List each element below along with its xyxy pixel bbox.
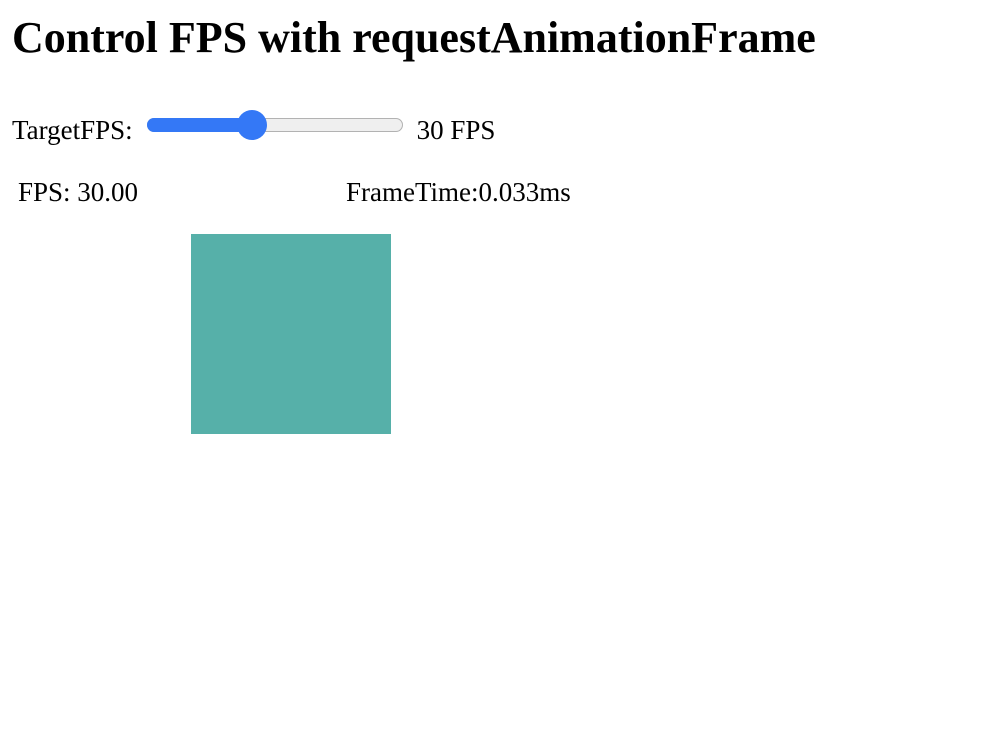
target-fps-value: 30 FPS: [416, 114, 496, 145]
slider-thumb[interactable]: [237, 110, 268, 140]
slider-fill: [146, 118, 253, 132]
target-fps-label: TargetFPS:: [12, 114, 133, 145]
target-fps-slider[interactable]: [146, 109, 403, 141]
page-title: Control FPS with requestAnimationFrame: [12, 13, 816, 62]
animated-box: [191, 234, 391, 434]
fps-readout: FPS: 30.00: [18, 177, 139, 207]
frametime-readout: FrameTime:0.033ms: [346, 177, 571, 207]
fps-control-row: TargetFPS: 30 FPS: [12, 110, 495, 150]
